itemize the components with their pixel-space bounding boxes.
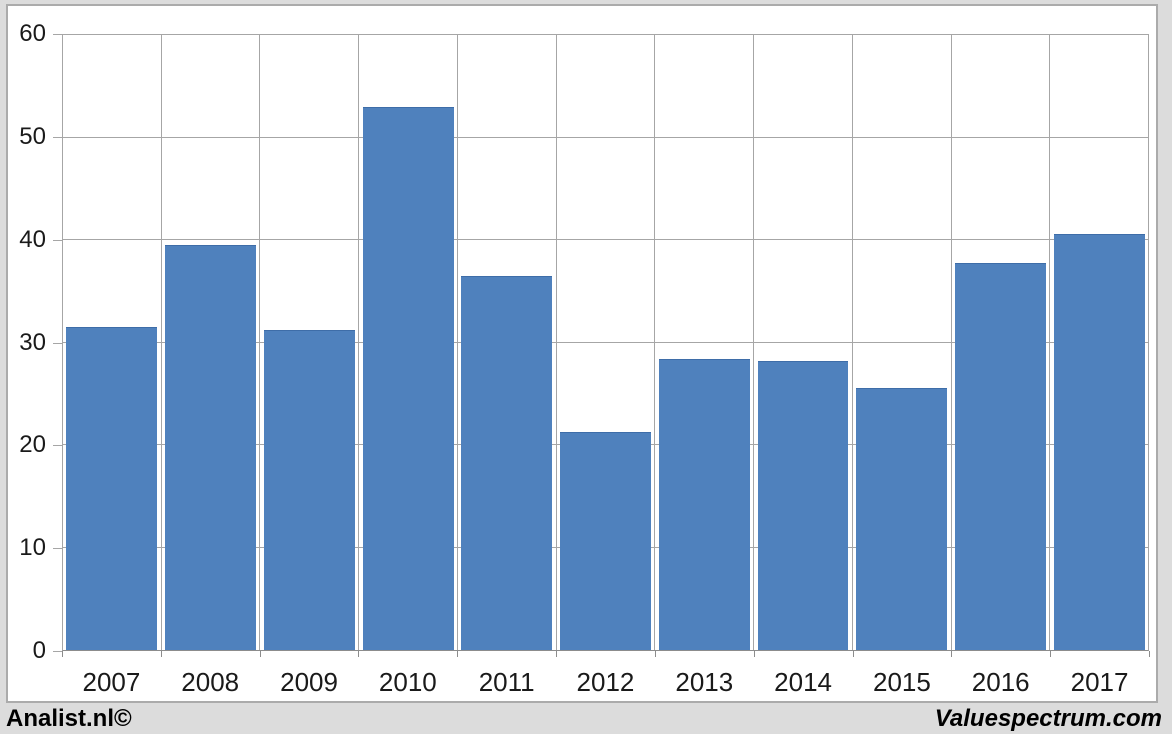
- category-slot: [853, 35, 952, 650]
- category-slot: [162, 35, 261, 650]
- x-tick: [62, 651, 63, 657]
- category-slot: [952, 35, 1051, 650]
- x-tick: [556, 651, 557, 657]
- brand-valuespectrum: Valuespectrum.com: [934, 704, 1162, 732]
- x-tick-label: 2012: [576, 667, 635, 697]
- x-tick: [655, 651, 656, 657]
- y-tick: [53, 651, 62, 652]
- bar-2015: [856, 387, 948, 650]
- x-axis-labels: 2007 2008 2009 2010 2011 2012 2013 2014 2015 2016…: [62, 664, 1149, 700]
- bar-2017: [1053, 233, 1145, 650]
- y-tick-label: 50: [19, 123, 46, 150]
- category-slot: [359, 35, 458, 650]
- x-tick-label: 2014: [774, 667, 833, 697]
- x-tick: [161, 651, 162, 657]
- gridline: [63, 341, 1148, 343]
- x-tick: [260, 651, 261, 657]
- bar-series: [63, 35, 1148, 650]
- category-slot: [458, 35, 557, 650]
- x-tick-label: 2008: [181, 667, 240, 697]
- x-tick-label: 2013: [675, 667, 734, 697]
- plot-area: [62, 34, 1149, 651]
- x-tick-label: 2009: [280, 667, 338, 697]
- x-tick-label: 2017: [1070, 667, 1129, 697]
- footer-bar: Analist.nl© Valuespectrum.com: [0, 703, 1172, 734]
- bar-2008: [165, 245, 257, 650]
- bar-2007: [66, 327, 158, 650]
- chart-panel: 0 10 20 30 40 50 60 2007 2008 2009 2010 2011 2012 20…: [6, 4, 1158, 703]
- bar-2016: [955, 262, 1046, 650]
- y-tick: [53, 445, 62, 446]
- y-tick: [53, 343, 62, 344]
- x-tick: [358, 651, 359, 657]
- category-slot: [557, 35, 656, 650]
- x-tick: [754, 651, 755, 657]
- gridline: [63, 239, 1148, 240]
- x-tick-label: 2010: [378, 667, 437, 697]
- y-tick-label: 20: [19, 431, 46, 458]
- gridline: [63, 136, 1148, 138]
- y-tick-label: 60: [19, 20, 46, 47]
- category-slot: [1050, 35, 1148, 650]
- x-tick: [853, 651, 854, 657]
- x-tick-label: 2015: [872, 667, 931, 697]
- y-tick: [53, 240, 62, 241]
- x-tick: [457, 651, 458, 657]
- y-tick-label: 40: [19, 226, 46, 253]
- category-slot: [655, 35, 755, 650]
- x-tick-label: 2011: [478, 667, 535, 697]
- y-tick: [53, 34, 62, 35]
- category-slot: [754, 35, 853, 650]
- bar-2014: [757, 360, 849, 650]
- y-tick-label: 10: [19, 534, 46, 561]
- x-tick-label: 2016: [971, 667, 1030, 697]
- bar-2012: [560, 431, 651, 650]
- bar-2009: [263, 330, 355, 650]
- x-tick: [1050, 651, 1051, 657]
- x-tick: [1149, 651, 1150, 657]
- brand-analist: Analist.nl©: [6, 704, 132, 732]
- x-tick: [951, 651, 952, 657]
- bar-2013: [658, 358, 750, 650]
- x-tick-label: 2007: [82, 667, 141, 697]
- bar-2011: [461, 275, 553, 650]
- y-tick: [53, 548, 62, 549]
- bar-2010: [362, 106, 454, 650]
- category-slot: [260, 35, 360, 650]
- y-tick: [53, 137, 62, 138]
- category-slot: [63, 35, 162, 650]
- y-tick-label: 30: [19, 329, 46, 356]
- y-tick-label: 0: [32, 637, 46, 664]
